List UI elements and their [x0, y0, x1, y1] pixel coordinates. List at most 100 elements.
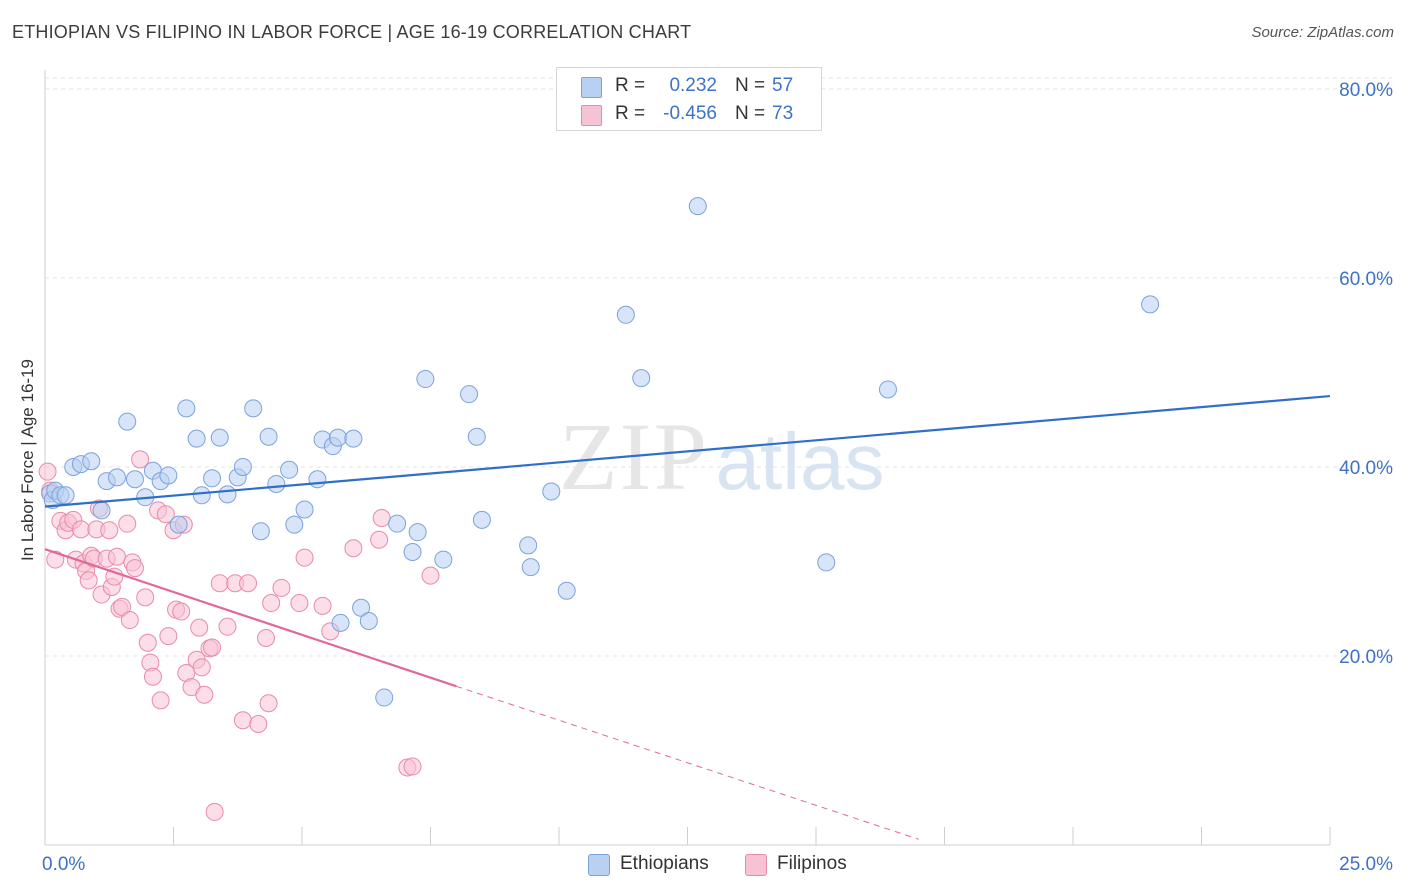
ethiopians-point: [251, 522, 270, 541]
filipinos-point: [120, 611, 139, 630]
filipinos-point: [195, 685, 214, 704]
gridlines: [45, 77, 1392, 657]
ethiopians-point: [280, 460, 299, 479]
trend-lines: [44, 394, 1331, 840]
ethiopians-trend-line: [44, 394, 1331, 508]
filipinos-point: [257, 629, 276, 648]
filipinos-point: [71, 520, 90, 539]
filipinos-point: [290, 594, 309, 613]
y-tick-label-20: 20.0%: [1339, 647, 1393, 668]
ethiopians-point: [308, 470, 327, 489]
y-tick-label-80: 80.0%: [1339, 80, 1393, 101]
filipinos-point: [131, 450, 150, 469]
ethiopians-point: [521, 558, 540, 577]
ethiopians-point: [218, 485, 237, 504]
filipinos-point: [233, 711, 252, 730]
bottom-legend-ethiopians-label: Ethiopians: [620, 853, 709, 874]
filipinos-point: [262, 594, 281, 613]
filipinos-point: [344, 539, 363, 558]
filipinos-r-value: -0.456: [663, 103, 717, 124]
ethiopians-point: [259, 427, 278, 446]
filipinos-point: [159, 627, 178, 646]
ethiopians-point: [118, 412, 137, 431]
filipinos-swatch: [581, 105, 602, 126]
ethiopians-point: [344, 429, 363, 448]
x-tick-label-max: 25.0%: [1339, 854, 1393, 875]
watermark-atlas: atlas: [716, 417, 885, 506]
ethiopians-point: [542, 482, 561, 501]
bottom-legend-filipinos-label: Filipinos: [777, 853, 847, 874]
ethiopians-point: [92, 501, 111, 520]
filipinos-point: [136, 588, 155, 607]
ethiopians-point: [159, 466, 178, 485]
legend-row-ethiopians: R = 0.232 N = 57: [557, 72, 821, 100]
ethiopians-n-value: 57: [772, 75, 794, 96]
tick-labels: 20.0% 40.0% 60.0% 80.0% 0.0% 25.0%: [42, 80, 1393, 875]
filipinos-point: [107, 547, 126, 566]
filipinos-point: [79, 571, 98, 590]
ethiopians-point: [359, 612, 378, 631]
chart-title: ETHIOPIAN VS FILIPINO IN LABOR FORCE | A…: [12, 22, 692, 42]
ethiopians-point: [56, 486, 75, 505]
ethiopians-point: [82, 452, 101, 471]
ethiopians-r-value: 0.232: [669, 75, 717, 96]
filipinos-point: [38, 462, 57, 481]
filipinos-point: [151, 691, 170, 710]
ethiopians-point: [632, 369, 651, 388]
filipinos-point: [105, 567, 124, 586]
bottom-legend-ethiopians-swatch: [588, 854, 610, 876]
filipinos-point: [218, 617, 237, 636]
filipinos-point: [100, 521, 119, 540]
ethiopians-point: [688, 197, 707, 216]
y-tick-label-60: 60.0%: [1339, 269, 1393, 290]
filipinos-point: [203, 638, 222, 657]
ethiopians-point: [388, 514, 407, 533]
ethiopians-point: [244, 399, 263, 418]
ethiopians-r-label: R =: [615, 75, 646, 96]
ethiopians-point: [416, 370, 435, 389]
ethiopians-point: [233, 457, 252, 476]
ethiopians-point: [328, 428, 347, 447]
y-tick-label-40: 40.0%: [1339, 458, 1393, 479]
filipinos-point: [172, 602, 191, 621]
filipinos-point: [118, 514, 137, 533]
ethiopians-point: [467, 427, 486, 446]
filipinos-point: [421, 566, 440, 585]
filipinos-trend-line: [44, 548, 457, 688]
filipinos-point: [210, 574, 229, 593]
ethiopians-point: [107, 468, 126, 487]
filipinos-n-value: 73: [772, 103, 794, 124]
ethiopians-point: [295, 500, 314, 519]
filipinos-point: [403, 757, 422, 776]
ethiopians-points: [41, 197, 1160, 707]
filipinos-point: [313, 596, 332, 615]
filipinos-point: [205, 802, 224, 821]
ethiopians-point: [408, 523, 427, 542]
filipinos-r-label: R =: [615, 103, 646, 124]
ethiopians-point: [1141, 295, 1160, 314]
ethiopians-n-label: N =: [735, 75, 766, 96]
ethiopians-point: [192, 486, 211, 505]
filipinos-point: [138, 633, 157, 652]
filipinos-point: [370, 530, 389, 549]
ethiopians-point: [460, 385, 479, 404]
ethiopians-point: [519, 536, 538, 555]
ethiopians-point: [169, 515, 188, 534]
source-label: Source: ZipAtlas.com: [1251, 24, 1394, 41]
axes: [44, 70, 1331, 846]
filipinos-point: [192, 658, 211, 677]
x-tick-label-min: 0.0%: [42, 854, 85, 875]
ethiopians-point: [352, 598, 371, 617]
filipinos-point: [272, 578, 291, 597]
filipinos-point: [249, 715, 268, 734]
filipinos-point: [190, 618, 209, 637]
ethiopians-point: [267, 474, 286, 493]
ethiopians-point: [878, 380, 897, 399]
filipinos-point: [143, 667, 162, 686]
ethiopians-point: [557, 581, 576, 600]
watermark: ZIP atlas: [559, 403, 884, 510]
filipinos-point: [239, 574, 258, 593]
ethiopians-point: [125, 470, 144, 489]
ethiopians-point: [210, 428, 229, 447]
